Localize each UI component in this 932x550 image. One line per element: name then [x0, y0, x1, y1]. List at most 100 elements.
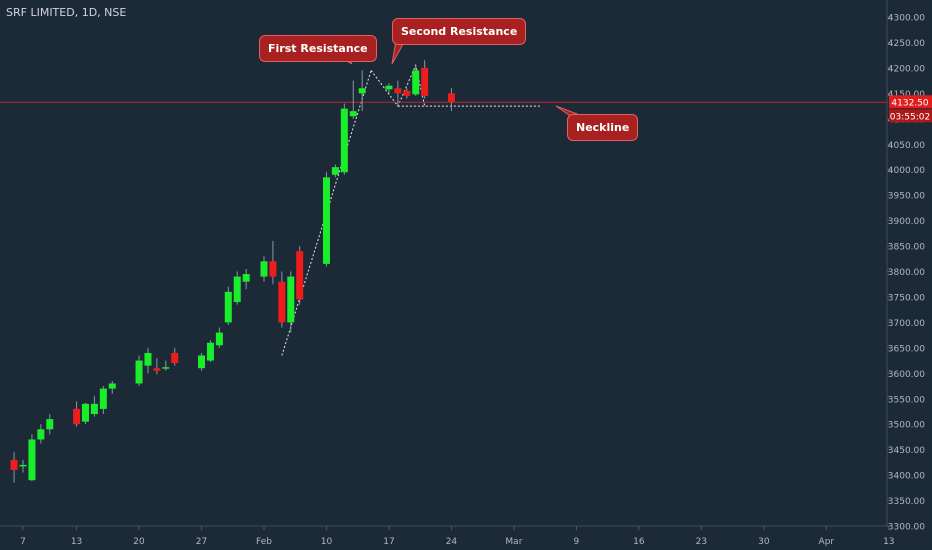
candle-body [215, 332, 223, 346]
price-tick-label: 4150.00 [888, 90, 925, 100]
time-tick-label: 13 [71, 537, 82, 547]
candle-body [144, 352, 152, 366]
candle [224, 286, 232, 325]
price-tick-label: 3450.00 [888, 446, 925, 456]
candle [278, 271, 286, 328]
price-tick-label: 4200.00 [888, 64, 925, 74]
candle [447, 88, 455, 112]
price-tick-label: 3950.00 [888, 192, 925, 202]
price-tick-label: 4000.00 [888, 166, 925, 176]
candle-body [233, 276, 241, 303]
time-tick-label: 10 [321, 537, 333, 547]
time-tick-label: 30 [758, 537, 770, 547]
candle-body [206, 342, 214, 361]
current-price-marker: 4132.50 03:55:02 [889, 95, 932, 123]
price-tick-label: 3550.00 [888, 395, 925, 405]
candle [331, 164, 339, 178]
candle-body [385, 85, 393, 90]
candle [37, 424, 45, 444]
candle [421, 60, 429, 99]
price-tick-label: 3350.00 [888, 497, 925, 507]
price-tick-label: 3700.00 [888, 319, 925, 329]
candle [322, 172, 330, 267]
candle [108, 380, 116, 394]
candle [358, 70, 366, 112]
price-tick-label: 3300.00 [888, 523, 925, 533]
candle-body [421, 67, 429, 96]
time-tick-label: 7 [20, 537, 26, 547]
price-tick-label: 3500.00 [888, 421, 925, 431]
candle [153, 358, 161, 375]
candle [162, 360, 170, 371]
time-tick-label: 9 [574, 537, 580, 547]
time-tick-label: 13 [883, 537, 894, 547]
candle-body [287, 276, 295, 323]
candle-body [135, 360, 143, 384]
candle-body [331, 167, 339, 175]
neckline-callout[interactable]: Neckline [567, 114, 639, 141]
candle [73, 401, 81, 427]
price-axis[interactable]: 4300.004250.004200.004150.004100.004050.… [887, 14, 925, 533]
time-tick-label: 20 [133, 537, 145, 547]
first-resistance-callout[interactable]: First Resistance [259, 35, 377, 62]
candle [215, 327, 223, 348]
candle-body [99, 388, 107, 409]
candle [385, 83, 393, 94]
time-tick-label: 24 [446, 537, 458, 547]
second-resistance-callout[interactable]: Second Resistance [392, 18, 527, 45]
candle-body [90, 403, 98, 415]
candle-body [296, 251, 304, 300]
candle-body [340, 108, 348, 173]
candle-body [19, 464, 27, 467]
candle-body [349, 111, 357, 117]
candle-body [46, 419, 54, 430]
time-axis[interactable]: 7 13 20 27 Feb 10 17 24 Mar 9 16 23 30 Apr 13 [20, 526, 895, 547]
candle [90, 396, 98, 417]
candle [10, 452, 18, 483]
time-tick-label: 23 [696, 537, 707, 547]
candle-body [278, 281, 286, 323]
candle-body [447, 93, 455, 103]
candle-body [28, 439, 36, 481]
price-tick-label: 3850.00 [888, 243, 925, 253]
candle [28, 434, 36, 482]
price-tick-label: 3600.00 [888, 370, 925, 380]
candle [260, 256, 268, 282]
candle-body [171, 352, 179, 364]
candle [296, 246, 304, 305]
price-tick-label: 3800.00 [888, 268, 925, 278]
candle [135, 355, 143, 387]
time-tick-label: 17 [383, 537, 394, 547]
candle-body [394, 88, 402, 94]
candle [242, 268, 250, 290]
candle-body [224, 291, 232, 323]
current-price-label: 4132.50 [891, 98, 928, 108]
candle-body [322, 177, 330, 264]
price-tick-label: 3900.00 [888, 217, 925, 227]
candle-body [10, 459, 18, 471]
double-top-pattern [370, 63, 426, 108]
time-tick-label: Mar [505, 537, 522, 547]
candle-body [37, 429, 45, 440]
candle-body [260, 261, 268, 277]
candle [144, 347, 152, 374]
candle [349, 80, 357, 119]
candle [403, 88, 411, 99]
candle [46, 414, 54, 435]
candle [233, 271, 241, 305]
time-tick-label: 16 [633, 537, 645, 547]
candle [99, 386, 107, 415]
countdown-tag [889, 109, 932, 123]
price-tick-label: 4250.00 [888, 39, 925, 49]
candle [394, 80, 402, 107]
candle-body [153, 368, 161, 371]
time-tick-label: Apr [819, 537, 835, 547]
candle-body [81, 403, 89, 422]
candle-body [198, 355, 206, 369]
candle [287, 271, 295, 333]
countdown-label: 03:55:02 [890, 112, 930, 122]
candles [10, 60, 455, 483]
candle [198, 352, 206, 371]
